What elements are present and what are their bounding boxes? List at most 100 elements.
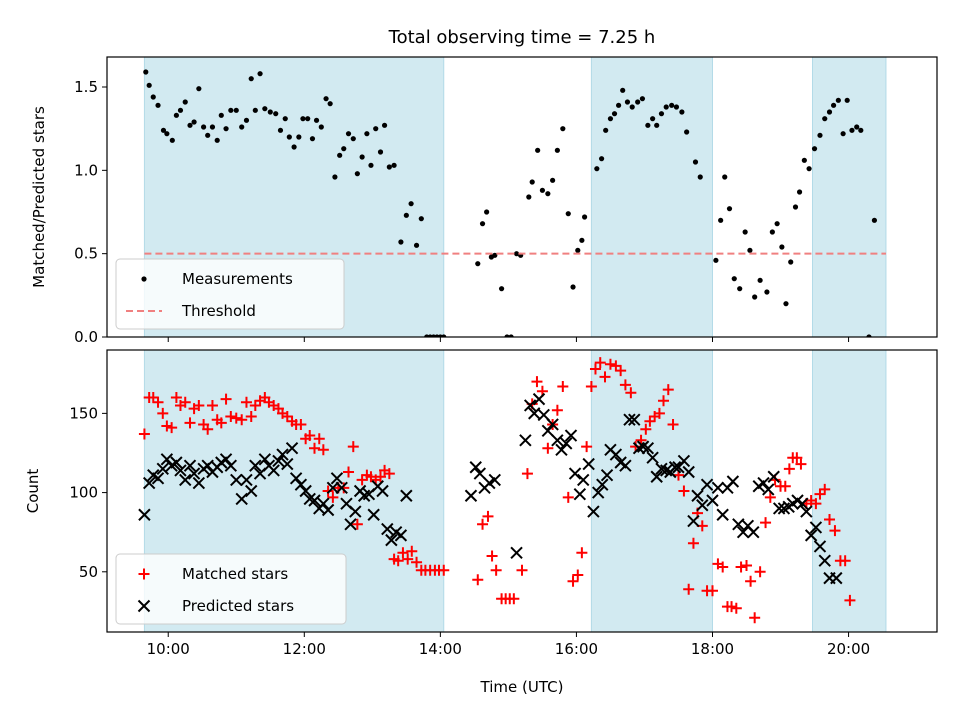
matched-star-point <box>304 430 316 442</box>
matched-star-point <box>338 482 350 494</box>
matched-star-point <box>783 463 795 475</box>
matched-star-point <box>508 593 520 605</box>
predicted-star-point <box>400 489 413 502</box>
measurement-point <box>565 211 571 217</box>
measurement-point <box>291 144 297 150</box>
predicted-star-point <box>623 413 636 426</box>
measurement-point <box>594 166 600 172</box>
predicted-star-point <box>174 464 187 477</box>
matched-star-point <box>824 514 836 526</box>
predicted-star-point <box>772 502 786 515</box>
measurement-point <box>332 174 338 180</box>
measurement-point <box>345 131 352 137</box>
matched-star-point <box>521 468 533 480</box>
measurement-point <box>350 136 356 142</box>
measurement-point <box>150 94 156 100</box>
measurement-point <box>639 96 646 102</box>
y-tick-label: 1.5 <box>74 78 98 96</box>
measurement-point <box>718 217 724 223</box>
predicted-star-point <box>192 476 206 490</box>
predicted-star-point <box>142 476 156 490</box>
measurement-point <box>560 126 566 132</box>
x-tick-label: 18:00 <box>691 640 734 658</box>
legend: Matched stars Predicted stars <box>115 553 347 625</box>
matched-star-point <box>585 380 597 392</box>
matched-star-point <box>249 399 261 411</box>
measurement-point <box>508 334 514 337</box>
matched-star-point <box>184 417 196 429</box>
matched-star-point <box>594 357 606 369</box>
matched-star-point <box>215 417 227 429</box>
matched-star-point <box>472 574 484 586</box>
measurement-point <box>201 124 207 130</box>
measurement-point <box>492 252 498 258</box>
matched-star-point <box>551 404 563 416</box>
predicted-star-point <box>600 468 614 482</box>
measurement-point <box>722 174 728 180</box>
measurement-point <box>364 131 370 137</box>
predicted-star-point <box>272 454 285 468</box>
measurement-point <box>817 132 823 138</box>
predicted-star-point <box>800 505 813 518</box>
chart-title: Total observing time = 7.25 h <box>388 27 656 48</box>
measurement-point <box>223 126 229 132</box>
measurement-point <box>267 109 273 115</box>
top-panel-ratio: 0.0 0.5 1.0 1.5 Matched/Predicted stars Measu… <box>30 56 938 346</box>
predicted-star-point <box>317 497 330 510</box>
y-axis-label: Matched/Predicted stars <box>30 106 48 288</box>
x-tick-label: 10:00 <box>147 640 190 658</box>
matched-star-point <box>795 458 807 470</box>
matched-star-point <box>490 564 502 576</box>
predicted-star-point <box>201 459 214 472</box>
measurement-point <box>684 129 690 135</box>
matched-star-point <box>745 575 757 587</box>
predicted-star-point <box>555 443 568 457</box>
measurement-point <box>658 111 665 117</box>
matched-star-point <box>683 583 695 595</box>
matched-star-point <box>152 396 164 408</box>
predicted-star-point <box>267 464 280 477</box>
predicted-star-point <box>609 448 623 461</box>
measurement-point <box>792 204 799 210</box>
predicted-star-point <box>646 451 659 464</box>
predicted-star-point <box>235 492 248 506</box>
measurement-point <box>830 102 837 108</box>
matched-star-point <box>147 392 159 404</box>
measurement-point <box>277 127 284 133</box>
measurement-point <box>408 201 414 207</box>
predicted-star-point <box>349 505 362 518</box>
measurement-point <box>822 116 828 122</box>
predicted-star-point <box>151 472 165 485</box>
matched-star-point <box>749 612 761 624</box>
matched-star-point <box>653 407 665 419</box>
measurement-point <box>757 277 763 283</box>
predicted-star-point <box>796 497 809 510</box>
axes-frame <box>106 349 938 633</box>
matched-star-point <box>644 415 656 427</box>
predicted-star-point <box>523 399 537 412</box>
measurement-point <box>187 122 193 128</box>
measurement-point <box>318 124 324 130</box>
matched-star-point <box>667 418 679 430</box>
predicted-star-point <box>344 518 357 531</box>
x-tick-label: 16:00 <box>555 640 598 658</box>
predicted-star-point <box>732 518 745 531</box>
measurement-point <box>327 101 333 107</box>
predicted-star-point <box>619 459 632 472</box>
matched-star-point <box>374 471 386 483</box>
matched-star-point <box>735 561 747 573</box>
matched-star-point <box>531 376 543 388</box>
measurement-point <box>545 191 551 197</box>
y-tick-label: 100 <box>69 484 98 502</box>
predicted-star-point <box>299 484 312 498</box>
measurement-point <box>164 131 170 137</box>
measurement-point <box>182 99 188 105</box>
predicted-star-point <box>573 487 587 501</box>
measurement-point <box>160 127 167 133</box>
legend-box <box>115 553 347 625</box>
predicted-star-point <box>767 470 780 483</box>
legend-entry-label: Threshold <box>181 302 256 320</box>
predicted-star-point <box>628 413 641 426</box>
matched-star-point <box>166 422 178 434</box>
predicted-star-point <box>321 503 335 517</box>
